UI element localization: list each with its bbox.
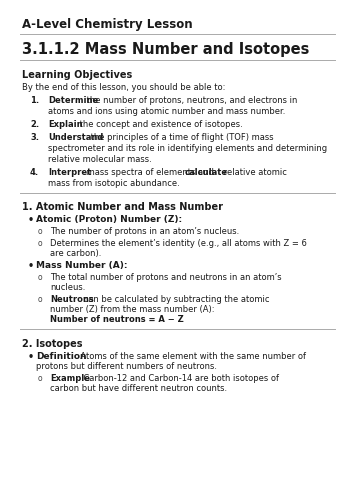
Text: : Carbon-12 and Carbon-14 are both isotopes of: : Carbon-12 and Carbon-14 are both isoto… [78,374,279,383]
Text: Mass Number (A):: Mass Number (A): [36,261,127,270]
Text: Interpret: Interpret [48,168,91,177]
Text: 3.: 3. [30,133,39,142]
Text: The number of protons in an atom’s nucleus.: The number of protons in an atom’s nucle… [50,227,239,236]
Text: relative atomic: relative atomic [221,168,287,177]
Text: atoms and ions using atomic number and mass number.: atoms and ions using atomic number and m… [48,107,285,116]
Text: relative molecular mass.: relative molecular mass. [48,155,152,164]
Text: are carbon).: are carbon). [50,249,101,258]
Text: 2. Isotopes: 2. Isotopes [22,339,83,349]
Text: protons but different numbers of neutrons.: protons but different numbers of neutron… [36,362,217,371]
Text: 3.1.1.2 Mass Number and Isotopes: 3.1.1.2 Mass Number and Isotopes [22,42,309,57]
Text: o: o [38,273,43,282]
Text: A-Level Chemistry Lesson: A-Level Chemistry Lesson [22,18,193,31]
Text: : Atoms of the same element with the same number of: : Atoms of the same element with the sam… [75,352,306,361]
Text: 1.: 1. [30,96,39,105]
Text: •: • [28,215,34,225]
Text: Learning Objectives: Learning Objectives [22,70,132,80]
Text: The total number of protons and neutrons in an atom’s: The total number of protons and neutrons… [50,273,282,282]
Text: can be calculated by subtracting the atomic: can be calculated by subtracting the ato… [82,295,270,304]
Text: Neutrons: Neutrons [50,295,94,304]
Text: 1. Atomic Number and Mass Number: 1. Atomic Number and Mass Number [22,202,223,212]
Text: o: o [38,239,43,248]
Text: calculate: calculate [185,168,228,177]
Text: •: • [28,261,34,271]
Text: nucleus.: nucleus. [50,283,85,292]
Text: the principles of a time of flight (TOF) mass: the principles of a time of flight (TOF)… [88,133,274,142]
Text: o: o [38,295,43,304]
Text: By the end of this lesson, you should be able to:: By the end of this lesson, you should be… [22,83,225,92]
Text: spectrometer and its role in identifying elements and determining: spectrometer and its role in identifying… [48,144,327,153]
Text: Explain: Explain [48,120,83,129]
Text: the concept and existence of isotopes.: the concept and existence of isotopes. [77,120,243,129]
Text: Understand: Understand [48,133,103,142]
Text: 4.: 4. [30,168,39,177]
Text: 2.: 2. [30,120,39,129]
Text: Definition: Definition [36,352,86,361]
Text: mass spectra of elements and: mass spectra of elements and [84,168,217,177]
Text: the number of protons, neutrons, and electrons in: the number of protons, neutrons, and ele… [84,96,298,105]
Text: Example: Example [50,374,90,383]
Text: o: o [38,227,43,236]
Text: •: • [28,352,34,362]
Text: Determine: Determine [48,96,98,105]
Text: carbon but have different neutron counts.: carbon but have different neutron counts… [50,384,227,393]
Text: Atomic (Proton) Number (Z):: Atomic (Proton) Number (Z): [36,215,182,224]
Text: o: o [38,374,43,383]
Text: Determines the element’s identity (e.g., all atoms with Z = 6: Determines the element’s identity (e.g.,… [50,239,307,248]
Text: Number of neutrons = A − Z: Number of neutrons = A − Z [50,315,184,324]
Text: number (Z) from the mass number (A):: number (Z) from the mass number (A): [50,305,215,314]
Text: mass from isotopic abundance.: mass from isotopic abundance. [48,179,180,188]
